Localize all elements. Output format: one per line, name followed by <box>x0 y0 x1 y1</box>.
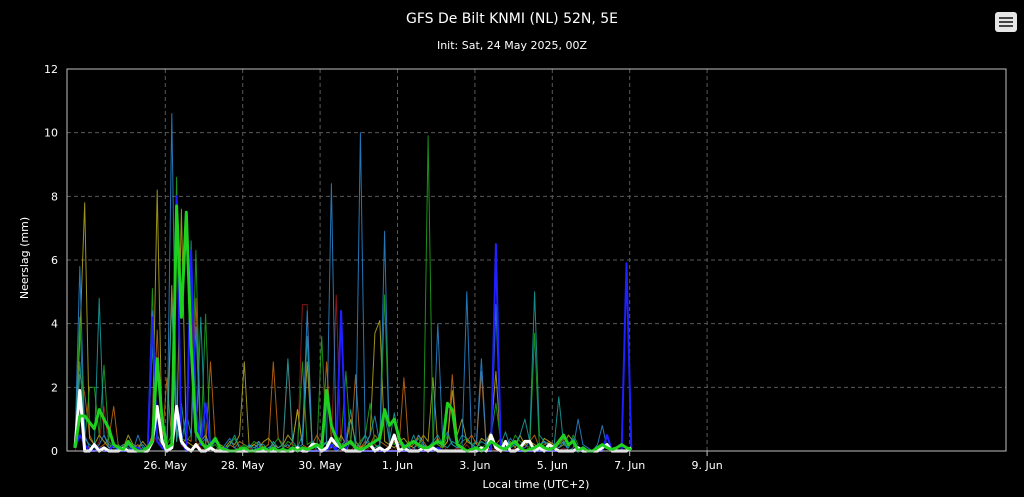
x-tick-label: 28. May <box>221 459 265 472</box>
x-axis-ticks: 26. May 28. May 30. May 1. Jun 3. Jun 5. Jun 7… <box>143 451 723 472</box>
y-tick-label: 6 <box>51 254 58 267</box>
x-tick-label: 5. Jun <box>537 459 568 472</box>
plot-area-border <box>66 68 1007 452</box>
y-tick-label: 4 <box>51 318 58 331</box>
y-tick-label: 10 <box>44 127 58 140</box>
y-axis-title: Neerslag (mm) <box>18 217 31 299</box>
x-tick-label: 3. Jun <box>459 459 490 472</box>
x-tick-label: 7. Jun <box>614 459 645 472</box>
y-tick-label: 8 <box>51 190 58 203</box>
x-tick-label: 1. Jun <box>382 459 413 472</box>
y-tick-label: 0 <box>51 445 58 458</box>
x-tick-label: 30. May <box>298 459 342 472</box>
y-tick-label: 2 <box>51 381 58 394</box>
y-tick-label: 12 <box>44 63 58 76</box>
x-tick-label: 9. Jun <box>692 459 723 472</box>
chart-menu-button[interactable] <box>995 12 1017 32</box>
grid-lines <box>67 69 1006 451</box>
x-tick-label: 26. May <box>143 459 187 472</box>
y-axis-ticks: 0 2 4 6 8 10 12 <box>44 63 58 458</box>
chart-subtitle: Init: Sat, 24 May 2025, 00Z <box>437 39 588 52</box>
chart-title: GFS De Bilt KNMI (NL) 52N, 5E <box>406 11 618 27</box>
x-axis-title: Local time (UTC+2) <box>483 478 590 491</box>
series-line-0 <box>73 204 632 453</box>
